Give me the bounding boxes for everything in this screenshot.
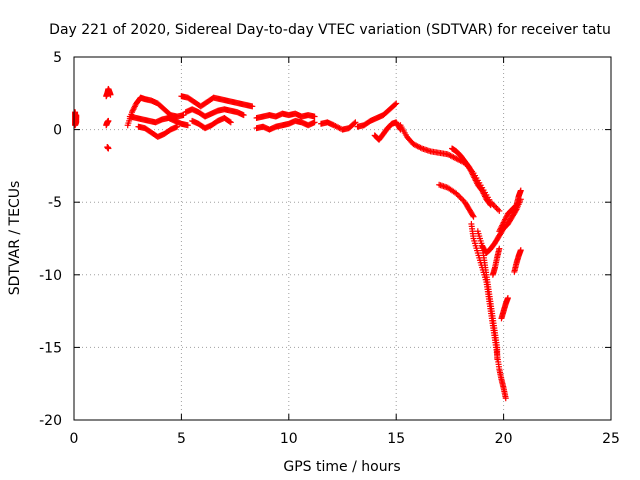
- data-point: [351, 120, 358, 127]
- data-point: [249, 103, 256, 110]
- y-tick-label: 5: [53, 50, 62, 66]
- data-point: [494, 206, 501, 213]
- data-point: [487, 202, 494, 209]
- data-point: [107, 91, 114, 98]
- data-point: [240, 112, 247, 119]
- data-point: [496, 245, 503, 252]
- x-tick-label: 5: [177, 431, 186, 447]
- x-axis-tick-labels: 0 5 10 15 20 25: [70, 431, 620, 447]
- data-point: [459, 196, 466, 203]
- y-tick-label: -20: [39, 413, 62, 429]
- axis-ticks: [73, 56, 612, 421]
- x-tick-label: 10: [280, 431, 298, 447]
- y-axis-title: SDTVAR / TECUs: [7, 181, 23, 296]
- data-point: [494, 356, 501, 363]
- data-point: [227, 119, 234, 126]
- data-point: [226, 118, 233, 125]
- data-point: [493, 205, 500, 212]
- grid: [74, 57, 611, 420]
- chart-title: Day 221 of 2020, Sidereal Day-to-day VTE…: [49, 22, 611, 38]
- data-point: [456, 193, 463, 200]
- data-point: [311, 113, 318, 120]
- data-points: [72, 85, 524, 402]
- data-point: [174, 123, 181, 130]
- y-axis-tick-labels: 5 0 -5 -10 -15 -20: [39, 50, 62, 429]
- data-point: [517, 187, 524, 194]
- data-point: [311, 119, 318, 126]
- data-point: [393, 100, 400, 107]
- data-point: [105, 117, 112, 124]
- x-tick-label: 0: [70, 431, 79, 447]
- data-point: [352, 119, 359, 126]
- data-point: [504, 295, 511, 302]
- data-point: [184, 122, 191, 129]
- x-tick-label: 25: [602, 431, 620, 447]
- y-tick-label: -5: [48, 195, 62, 211]
- data-point: [469, 212, 476, 219]
- data-point: [457, 194, 464, 201]
- data-point: [517, 247, 524, 254]
- y-tick-label: -10: [39, 268, 62, 284]
- data-point: [105, 145, 112, 152]
- y-tick-label: 0: [53, 123, 62, 139]
- plot-frame: [73, 56, 612, 421]
- x-tick-label: 15: [387, 431, 405, 447]
- x-axis-title: GPS time / hours: [283, 459, 400, 475]
- data-point: [392, 101, 399, 108]
- data-point: [470, 213, 477, 220]
- data-point: [502, 395, 509, 402]
- y-tick-label: -15: [39, 340, 62, 356]
- x-tick-label: 20: [495, 431, 513, 447]
- data-point: [496, 207, 503, 214]
- data-point: [486, 201, 493, 208]
